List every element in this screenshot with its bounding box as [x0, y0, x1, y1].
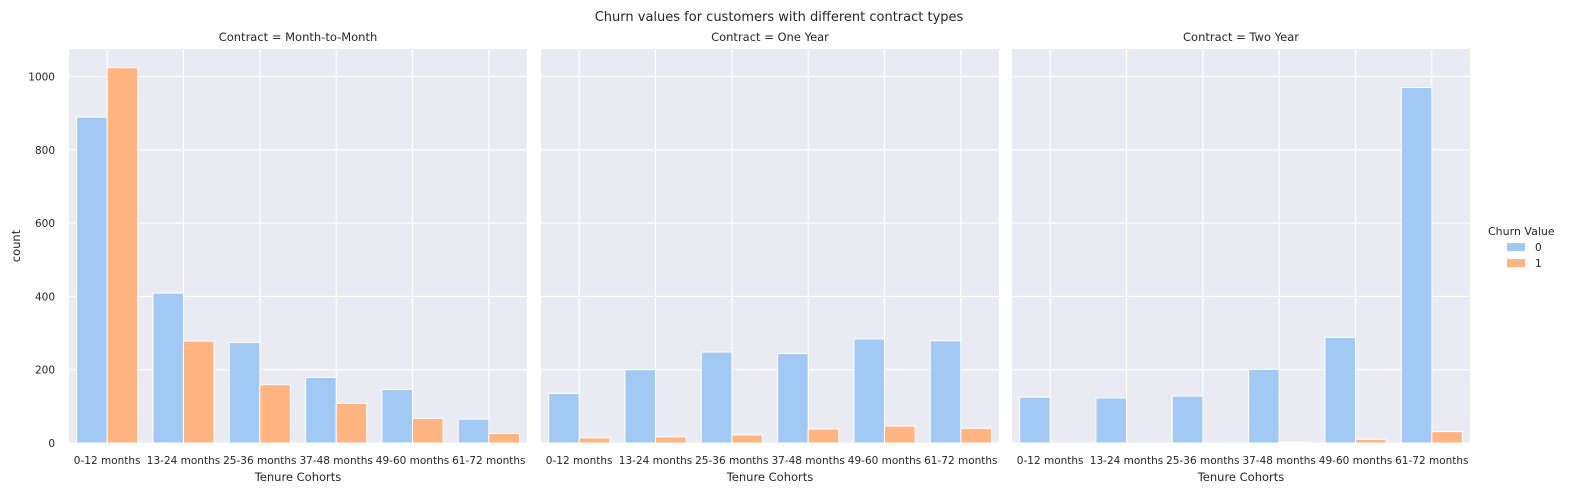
- bar-0-2: [700, 351, 733, 444]
- bar-0-4: [853, 338, 886, 444]
- legend-title: Churn Value: [1488, 225, 1555, 238]
- panel-background: [1012, 49, 1470, 443]
- panel-title: Contract = Two Year: [1183, 30, 1299, 44]
- x-tick-label: 13-24 months: [619, 455, 692, 467]
- x-tick-label: 37-48 months: [1242, 455, 1315, 467]
- x-tick-label: 0-12 months: [74, 455, 141, 467]
- y-tick-label: 400: [35, 291, 55, 303]
- bar-0-5: [1400, 86, 1433, 444]
- bar-1-0: [578, 437, 611, 444]
- bar-1-5: [488, 432, 520, 444]
- y-axis-label: count: [9, 229, 23, 262]
- x-axis-label: Tenure Cohorts: [726, 470, 814, 484]
- bar-0-4: [381, 388, 414, 444]
- bar-1-2: [731, 434, 763, 444]
- bar-1-0: [106, 67, 139, 444]
- x-tick-label: 61-72 months: [452, 455, 525, 467]
- bar-0-0: [548, 393, 580, 444]
- bar-1-5: [960, 427, 992, 444]
- x-tick-label: 0-12 months: [546, 455, 613, 467]
- x-tick-label: 37-48 months: [771, 455, 844, 467]
- x-tick-label: 25-36 months: [223, 455, 296, 467]
- bar-0-2: [1171, 395, 1204, 444]
- legend-items: 01: [1507, 242, 1542, 270]
- x-tick-label: 25-36 months: [1166, 455, 1239, 467]
- legend-label-1: 1: [1535, 258, 1542, 270]
- bar-1-3: [807, 428, 840, 444]
- bar-0-0: [76, 116, 108, 444]
- legend: Churn Value 01: [1488, 225, 1555, 270]
- facet-panel-1: Contract = One Year 0-12 months 13-24 mont…: [541, 30, 999, 484]
- bar-0-3: [1248, 368, 1280, 444]
- bar-0-5: [457, 418, 490, 444]
- legend-swatch-0: [1507, 243, 1525, 251]
- bar-1-4: [884, 425, 916, 444]
- x-tick-label: 37-48 months: [299, 455, 372, 467]
- y-tick-label: 600: [35, 218, 55, 230]
- panel-title: Contract = Month-to-Month: [219, 30, 378, 44]
- y-tick-label: 200: [35, 365, 55, 377]
- x-tick-label: 0-12 months: [1017, 455, 1084, 467]
- x-axis-label: Tenure Cohorts: [1197, 470, 1285, 484]
- bar-1-4: [1355, 438, 1387, 444]
- x-tick-label: 13-24 months: [147, 455, 220, 467]
- bar-0-1: [624, 369, 657, 444]
- bar-1-1: [655, 436, 687, 444]
- facet-panel-2: Contract = Two Year 0-12 months 13-24 mont…: [1012, 30, 1470, 484]
- bar-1-3: [1278, 441, 1311, 444]
- bar-1-5: [1431, 431, 1463, 444]
- x-tick-label: 61-72 months: [924, 455, 997, 467]
- x-tick-label: 49-60 months: [376, 455, 449, 467]
- y-tick-label: 800: [35, 145, 55, 157]
- facet-panels: Contract = Month-to-Month 0-12 months 13-2…: [28, 30, 1470, 484]
- x-tick-label: 61-72 months: [1395, 455, 1468, 467]
- panel-title: Contract = One Year: [711, 30, 829, 44]
- x-tick-label: 13-24 months: [1090, 455, 1163, 467]
- chart-title: Churn values for customers with differen…: [595, 10, 964, 25]
- panel-background: [69, 49, 527, 443]
- bar-0-3: [777, 353, 809, 444]
- bar-0-0: [1019, 396, 1051, 444]
- bar-1-1: [183, 340, 215, 444]
- legend-swatch-1: [1507, 259, 1525, 267]
- bar-0-1: [1095, 397, 1128, 444]
- bar-0-4: [1324, 336, 1357, 444]
- x-axis-label: Tenure Cohorts: [254, 470, 342, 484]
- legend-label-0: 0: [1535, 242, 1542, 254]
- bar-0-5: [929, 340, 962, 444]
- bar-1-2: [259, 384, 291, 444]
- panel-background: [541, 49, 999, 443]
- y-tick-label: 1000: [28, 71, 55, 83]
- x-tick-label: 49-60 months: [1319, 455, 1392, 467]
- x-tick-label: 49-60 months: [848, 455, 921, 467]
- bar-0-1: [152, 292, 184, 444]
- bar-0-2: [228, 342, 261, 444]
- bar-1-4: [412, 417, 444, 444]
- facet-panel-0: Contract = Month-to-Month 0-12 months 13-2…: [28, 30, 527, 484]
- y-tick-label: 0: [48, 438, 55, 450]
- bar-0-3: [305, 376, 337, 444]
- x-tick-label: 25-36 months: [695, 455, 768, 467]
- bar-1-3: [335, 402, 368, 444]
